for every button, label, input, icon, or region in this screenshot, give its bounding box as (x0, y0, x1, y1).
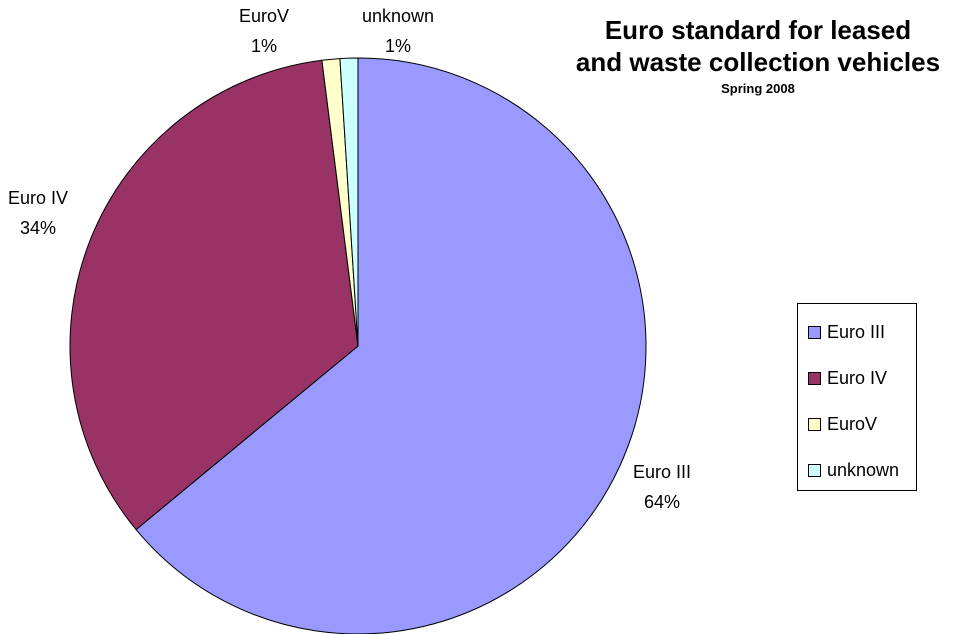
legend-label-euro-iii: Euro III (827, 321, 886, 342)
pie-slices (69, 57, 647, 634)
legend-swatch-euro-iii (808, 325, 821, 339)
chart-title-line-1: Euro standard for leased (604, 15, 912, 45)
pie-labels: Euro III 64% Euro IV 34% EuroV 1% unknown 1% (8, 6, 691, 512)
slice-label-name-euro-iv: Euro IV (8, 188, 68, 208)
slice-label-pct-euro-iii: 64% (644, 492, 680, 512)
legend-item-euro-iv: Euro IV (808, 366, 887, 390)
pie-slice-euro-iii (135, 57, 647, 634)
legend-swatch-eurov (808, 417, 821, 431)
slice-label-pct-euro-iv: 34% (20, 218, 56, 238)
legend-label-euro-iv: Euro IV (827, 367, 888, 388)
legend-item-unknown: unknown (808, 458, 899, 482)
legend-swatch-euro-iv (808, 371, 821, 385)
legend-label-eurov: EuroV (827, 413, 878, 434)
legend-swatch-unknown (808, 463, 821, 477)
legend: Euro III Euro IV EuroV unknown (797, 303, 917, 491)
slice-label-name-unknown: unknown (362, 6, 434, 26)
chart-title-line-2: and waste collection vehicles (575, 47, 941, 77)
legend-label-unknown: unknown (827, 459, 900, 480)
slice-label-pct-unknown: 1% (385, 36, 411, 56)
chart-title-block: Euro standard for leased and waste colle… (548, 14, 968, 98)
legend-item-euro-iii: Euro III (808, 320, 885, 344)
slice-label-name-eurov: EuroV (239, 6, 289, 26)
pie-slice-euro-iv (69, 59, 359, 531)
chart-subtitle: Spring 2008 (721, 81, 795, 96)
legend-item-eurov: EuroV (808, 412, 877, 436)
slice-label-name-euro-iii: Euro III (633, 462, 691, 482)
pie-slice-unknown (339, 57, 359, 347)
slice-label-pct-eurov: 1% (251, 36, 277, 56)
